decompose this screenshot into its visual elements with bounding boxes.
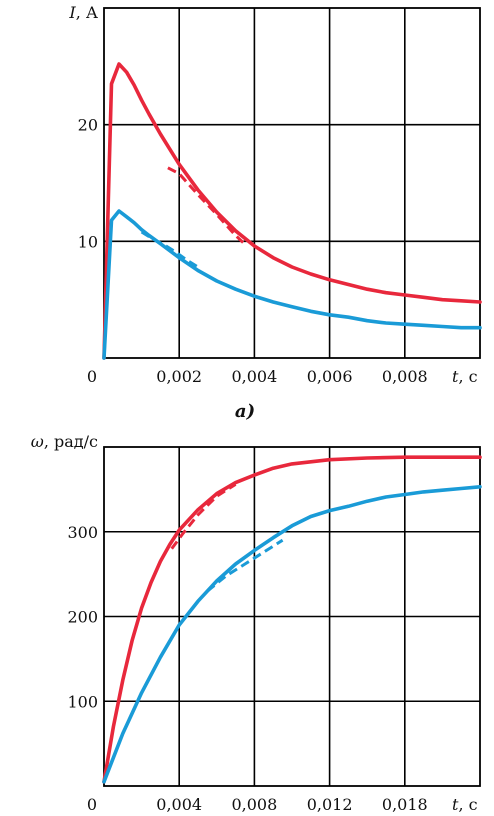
- y-tick-label: 300: [67, 523, 98, 542]
- x-axis-unit: , с: [458, 367, 477, 386]
- plot-frame: [103, 7, 481, 359]
- y-axis-label: ω, рад/с: [31, 432, 98, 451]
- plot-frame: [103, 446, 481, 787]
- speed-chart: 0,004 0,008 0,012 0,018 100 200 300 0 ω, рад/с t,…: [31, 432, 482, 814]
- dashed-series-line-2: [167, 166, 245, 244]
- dashed-series-line-4: [140, 230, 199, 269]
- solid-series-line-1: [102, 62, 482, 360]
- figure-caption: а): [235, 401, 255, 422]
- current-chart: 0,002 0,004 0,006 0,008 10 20 0 I, А t, с а): [68, 3, 482, 422]
- y-axis-symbol: I: [68, 3, 76, 22]
- y-tick-label: 10: [78, 232, 98, 251]
- solid-series-line-1: [102, 455, 482, 784]
- x-tick-label: 0,002: [156, 367, 202, 386]
- x-axis-label: t, с: [452, 367, 478, 386]
- x-axis-unit: , с: [458, 795, 477, 814]
- x-tick-label: 0,008: [231, 795, 277, 814]
- x-tick-label: 0,004: [156, 795, 202, 814]
- solid-series-line-3: [102, 484, 482, 784]
- solid-series-line-3: [102, 209, 482, 360]
- grid-lines: [103, 7, 481, 359]
- x-tick-label: 0,012: [307, 795, 353, 814]
- origin-label: 0: [87, 795, 97, 814]
- y-tick-label: 20: [78, 116, 98, 135]
- x-tick-label: 0,006: [307, 367, 353, 386]
- y-axis-symbol: ω: [31, 432, 44, 451]
- y-axis-label: I, А: [68, 3, 98, 22]
- x-tick-label: 0,004: [231, 367, 277, 386]
- origin-label: 0: [87, 367, 97, 386]
- x-axis-symbol: t: [452, 795, 459, 814]
- x-tick-label: 0,008: [382, 367, 428, 386]
- dashed-series-line-4: [206, 538, 284, 593]
- y-axis-unit: , А: [76, 3, 98, 22]
- x-axis-label: t, с: [452, 795, 478, 814]
- y-axis-unit: , рад/с: [44, 432, 98, 451]
- y-tick-label: 200: [67, 608, 98, 627]
- grid-lines: [103, 446, 481, 787]
- x-axis-symbol: t: [452, 367, 459, 386]
- y-tick-label: 100: [67, 692, 98, 711]
- dashed-series-line-2: [170, 483, 237, 550]
- x-tick-label: 0,018: [382, 795, 428, 814]
